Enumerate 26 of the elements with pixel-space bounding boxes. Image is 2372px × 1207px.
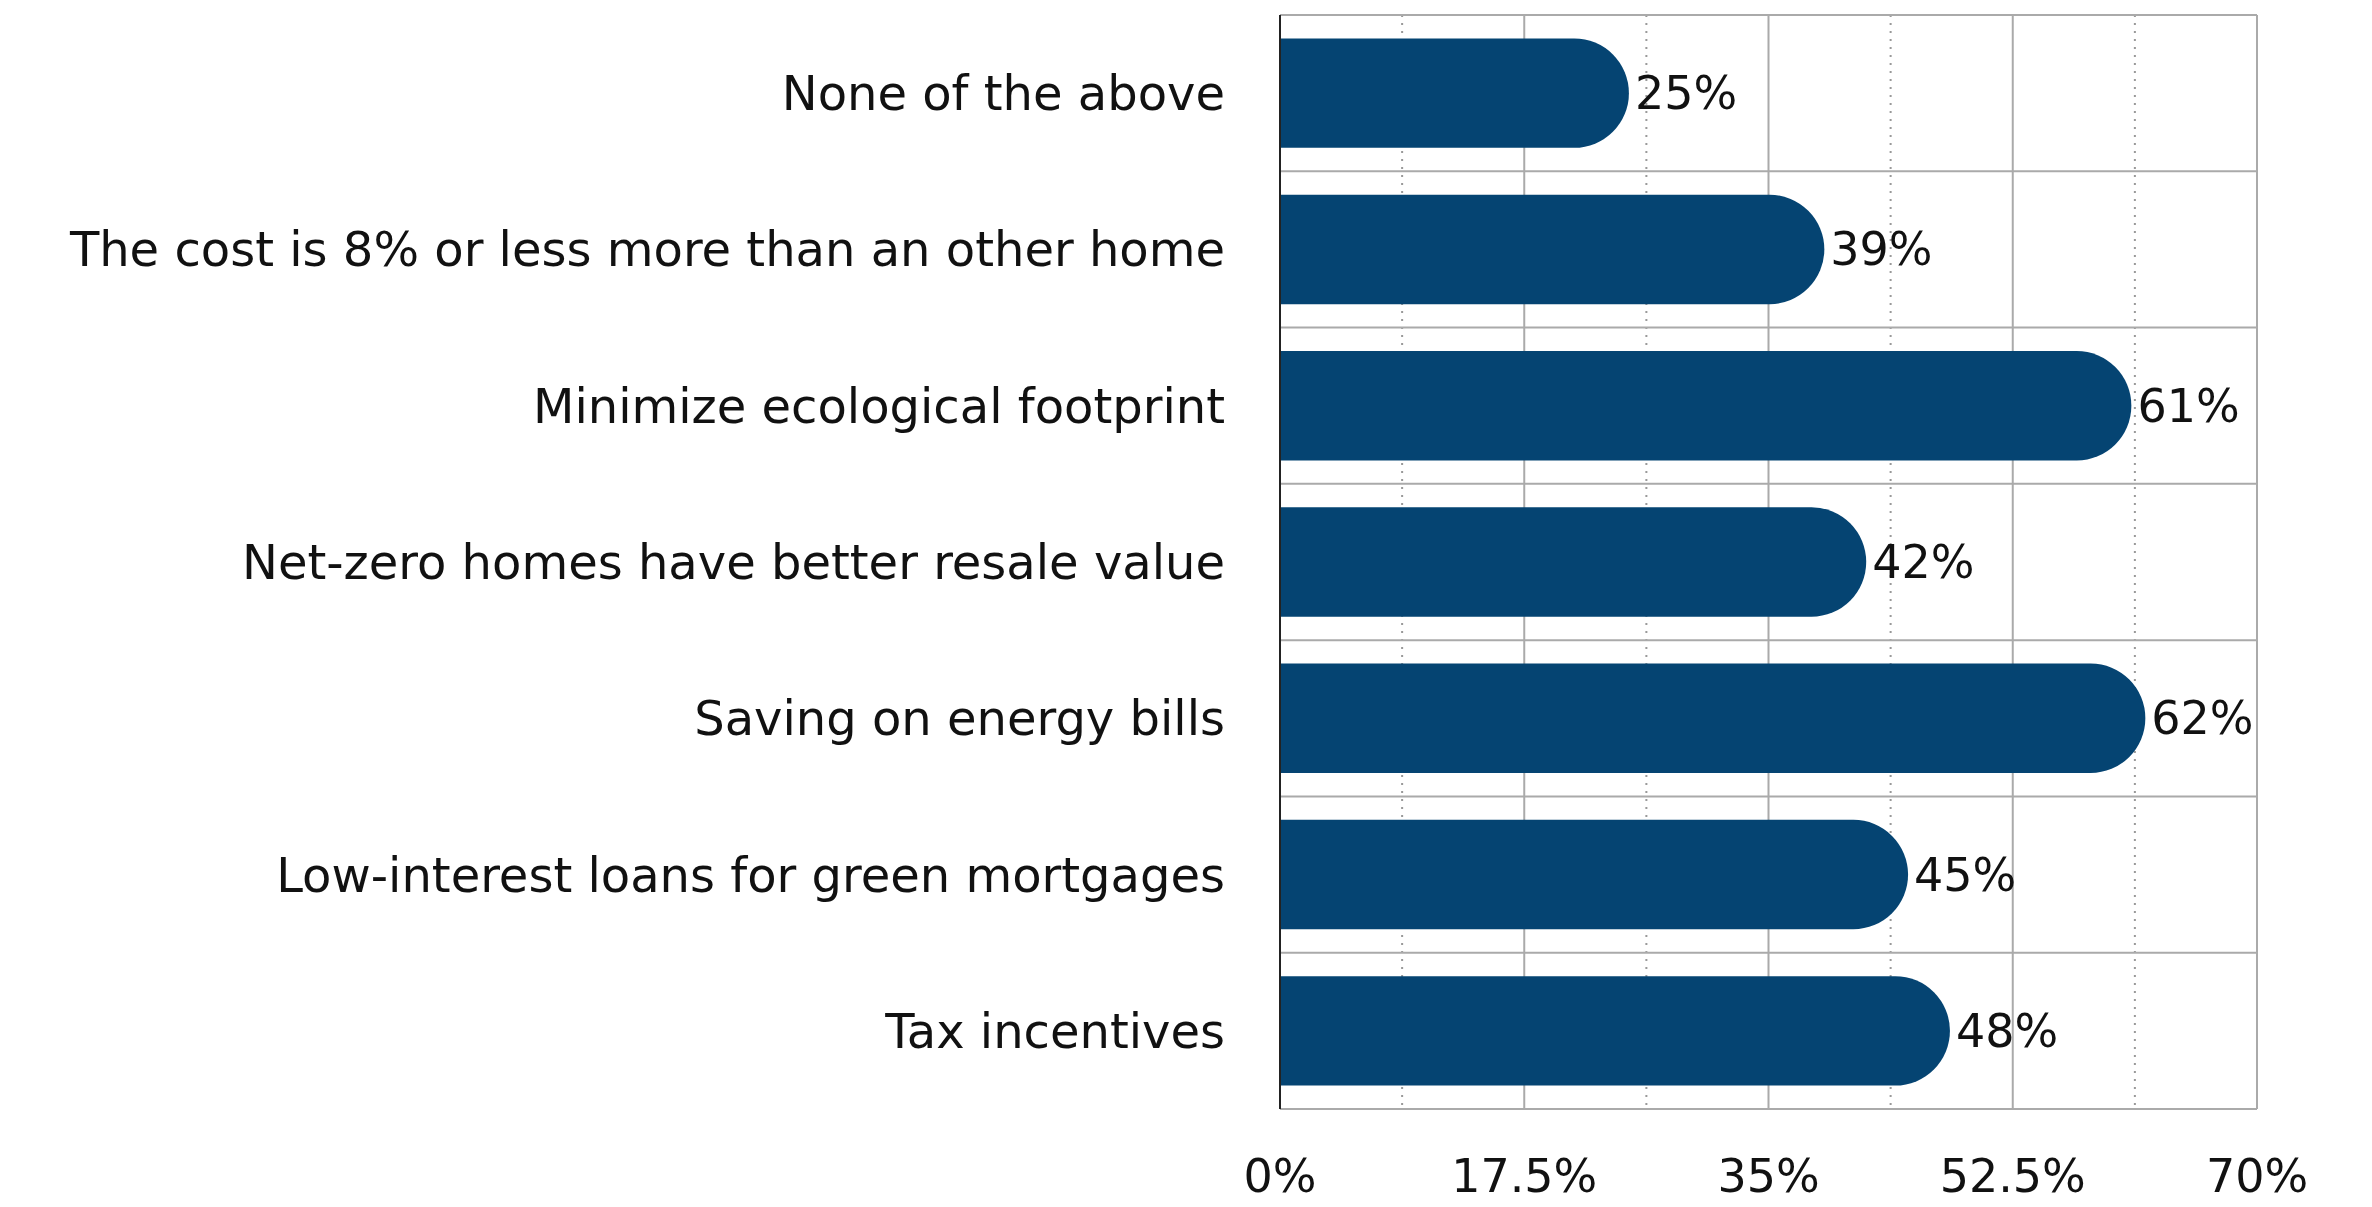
data-label: 45%	[1914, 847, 2017, 902]
x-tick-label: 17.5%	[1451, 1149, 1598, 1203]
x-tick-label: 0%	[1243, 1149, 1317, 1203]
y-tick-label: Low-interest loans for green mortgages	[276, 846, 1225, 903]
data-label: 48%	[1955, 1003, 2059, 1058]
data-label: 62%	[2151, 691, 2254, 746]
bar	[1280, 819, 1908, 930]
y-tick-label: Tax incentives	[884, 1002, 1225, 1059]
x-tick-label: 35%	[1717, 1149, 1820, 1203]
bar	[1280, 351, 2132, 461]
x-tick-label: 70%	[2205, 1149, 2309, 1203]
x-tick-label: 52.5%	[1939, 1149, 2086, 1203]
data-label: 39%	[1830, 222, 1933, 277]
y-tick-label: Minimize ecological footprint	[532, 377, 1225, 434]
data-label: 25%	[1634, 66, 1738, 121]
bar	[1280, 38, 1629, 148]
data-label: 61%	[2137, 378, 2240, 433]
y-tick-label: Saving on energy bills	[694, 690, 1225, 747]
y-tick-label: The cost is 8% or less more than an other home	[68, 221, 1225, 278]
bar	[1280, 507, 1867, 617]
y-tick-label: None of the above	[781, 65, 1225, 122]
bar	[1280, 663, 2146, 773]
data-label: 42%	[1872, 535, 1975, 589]
bar	[1280, 976, 1950, 1086]
bar	[1280, 194, 1825, 305]
y-tick-label: Net-zero homes have better resale value	[241, 534, 1225, 590]
